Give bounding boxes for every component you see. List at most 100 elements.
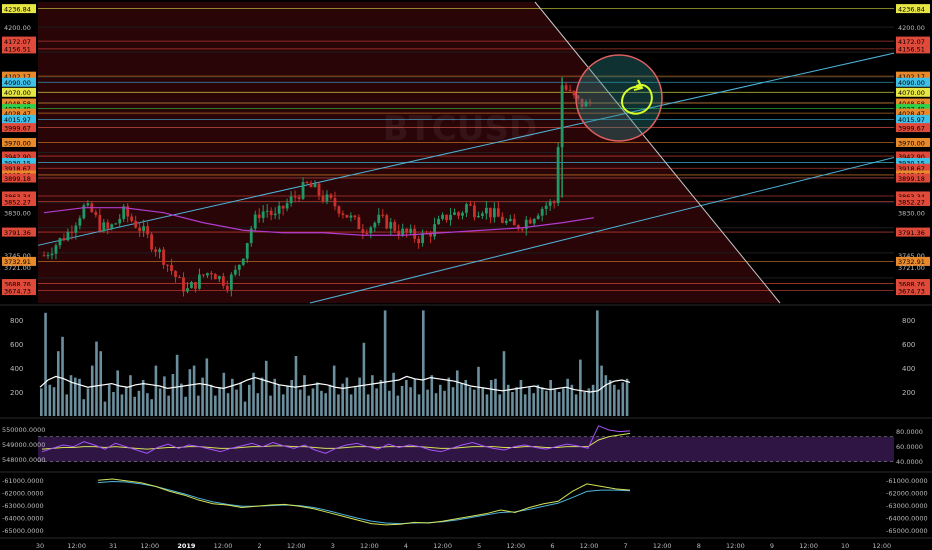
level-label-right: 3830.00 [898, 210, 925, 218]
level-label-right: 3970.00 [898, 139, 925, 147]
volume-pane[interactable]: 800 800 600 600 400 400 200 200 [10, 310, 915, 416]
candle-body [333, 198, 337, 207]
candle-body [433, 224, 436, 237]
volume-bar [536, 384, 540, 416]
volume-bar [362, 342, 366, 416]
volume-bar [447, 377, 451, 416]
volume-bar [86, 388, 90, 416]
volume-bar [188, 369, 192, 416]
volume-bar [61, 336, 64, 416]
candle-body [190, 282, 193, 289]
candle-body [174, 271, 177, 278]
price-pane[interactable] [37, 1, 895, 304]
level-label-left: 3863.34 [4, 193, 31, 201]
volume-bar [608, 380, 612, 416]
volume-bar [345, 377, 349, 416]
time-label: 8 [697, 542, 701, 550]
candle-body [162, 249, 165, 265]
volume-bar [116, 370, 120, 416]
volume-bar [388, 390, 391, 416]
level-label-left: 3732.91 [4, 258, 31, 266]
candle-body [241, 258, 245, 265]
time-label: 7 [624, 542, 628, 550]
volume-bar [566, 378, 569, 416]
trend-line [534, 1, 781, 304]
volume-bar [464, 380, 468, 416]
level-label-left: 4028.47 [4, 110, 31, 118]
volume-bar [358, 377, 361, 416]
level-label-left-bg [2, 256, 36, 266]
level-label-right-bg [896, 123, 930, 133]
volume-bar [383, 310, 387, 416]
volume-bar [366, 394, 370, 416]
volume-bar [455, 370, 459, 416]
candle-body [309, 182, 313, 188]
volume-bar [430, 375, 434, 416]
volume-bar [277, 384, 281, 416]
candle-body [150, 234, 154, 250]
level-label-right-bg [896, 36, 930, 46]
time-axis[interactable]: 30 12:00 31 12:00 2019 12:00 2 12:00 3 12:00 4 12:0… [0, 537, 932, 550]
time-label: 12:00 [140, 542, 159, 550]
candle-body [373, 222, 377, 228]
candle-body [409, 228, 413, 233]
level-label-left-bg [2, 104, 36, 114]
volume-bar [256, 393, 260, 416]
level-label-right: 3942.90 [898, 153, 925, 161]
volume-bar [545, 390, 548, 416]
level-label-left-bg [2, 151, 36, 161]
channel-line-upper [37, 52, 895, 246]
volume-bar [528, 387, 531, 416]
candle-body [277, 205, 281, 214]
obv-pane[interactable]: -61000.0000 -62000.0000 -63000.0000 -64000.… [2, 477, 928, 535]
volume-bar [107, 384, 111, 416]
volume-bar [354, 387, 357, 416]
level-label-left: 4172.07 [4, 38, 31, 46]
volume-bar [434, 393, 438, 416]
volume-bar [243, 401, 247, 416]
level-label-right: 4102.17 [898, 73, 925, 81]
candle-body [178, 277, 181, 279]
channel-line-lower [309, 157, 895, 304]
level-label-left: 4070.00 [4, 89, 31, 97]
level-label-right: 3791.36 [898, 229, 925, 237]
level-label-left: 3852.27 [4, 198, 31, 206]
level-label-right-bg [896, 114, 930, 124]
level-label-right: 4236.84 [898, 5, 925, 13]
level-label-left-bg [2, 36, 36, 46]
candle-body [357, 217, 361, 230]
volume-bar [532, 393, 535, 416]
candle-body [401, 228, 405, 236]
candle-body [114, 223, 118, 225]
volume-bar [337, 394, 340, 416]
volume-bar [621, 382, 625, 416]
candle-body [381, 214, 385, 216]
volume-bar [349, 394, 353, 416]
volume-bar [52, 387, 56, 416]
candle-body [313, 183, 317, 188]
level-label-right: 3688.76 [898, 280, 925, 288]
candle-body [110, 224, 114, 229]
candle-body [488, 207, 492, 218]
rsi-tick-right: 80.0000 [896, 428, 923, 436]
level-label-left: 4236.84 [4, 5, 31, 13]
moving-average-line [43, 207, 595, 236]
time-label: 12:00 [580, 542, 599, 550]
candle-body [572, 90, 576, 96]
volume-bar [44, 312, 47, 416]
candle-body [397, 230, 401, 236]
volume-bar [489, 380, 493, 416]
level-label-left: 4102.17 [4, 73, 31, 81]
candle-body [166, 264, 169, 266]
candle-body [453, 212, 456, 215]
volume-bar [451, 387, 455, 416]
obv-tick-right: -65000.0000 [886, 527, 928, 535]
volume-bar [294, 356, 298, 416]
rsi-pane[interactable]: 550000.0000 549000.0000 548000.0000 80.0000… [2, 425, 923, 466]
time-label: 5 [477, 542, 481, 550]
time-label: 12:00 [67, 542, 86, 550]
candle-body [154, 249, 157, 252]
candle-body [130, 216, 134, 221]
